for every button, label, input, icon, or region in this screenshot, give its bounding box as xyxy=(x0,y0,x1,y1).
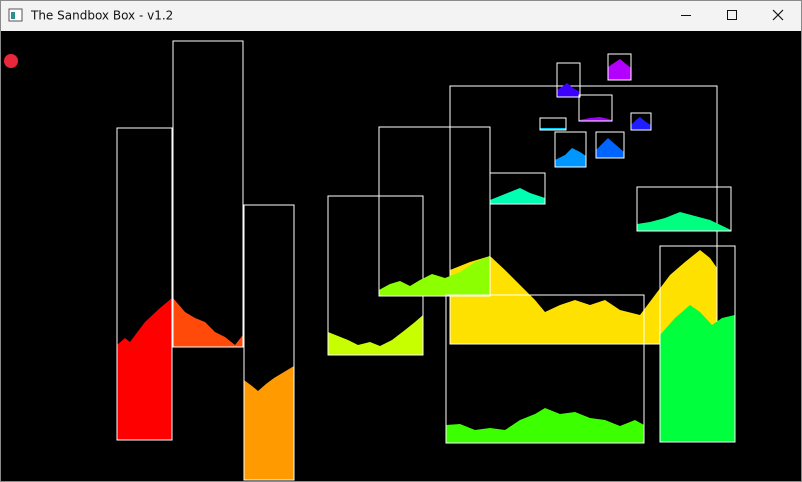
sandbox[interactable] xyxy=(449,85,718,345)
sandbox[interactable] xyxy=(578,94,613,122)
sandbox[interactable] xyxy=(556,62,581,98)
sand xyxy=(117,298,172,440)
sand xyxy=(579,117,612,121)
sandbox[interactable] xyxy=(445,294,645,444)
sand xyxy=(637,212,731,231)
maximize-button[interactable] xyxy=(727,10,737,20)
sandbox[interactable] xyxy=(116,127,173,441)
sandbox[interactable] xyxy=(659,245,736,443)
sand xyxy=(608,59,631,80)
sand xyxy=(446,408,644,443)
sand xyxy=(555,148,586,167)
sand xyxy=(490,188,545,204)
record-indicator[interactable] xyxy=(4,54,18,68)
close-button[interactable] xyxy=(772,9,784,21)
sand xyxy=(660,305,735,442)
sandbox[interactable] xyxy=(630,112,652,131)
title-bar xyxy=(0,0,802,31)
sandbox[interactable] xyxy=(327,195,424,356)
sand xyxy=(540,128,566,130)
sandbox[interactable] xyxy=(636,186,732,232)
sand xyxy=(173,298,243,347)
sand xyxy=(379,256,490,296)
sandbox[interactable] xyxy=(539,117,567,131)
sandbox[interactable] xyxy=(595,131,625,159)
sand xyxy=(596,138,624,158)
sandbox[interactable] xyxy=(607,53,632,81)
window-title: The Sandbox Box - v1.2 xyxy=(30,9,173,23)
sandbox[interactable] xyxy=(172,40,244,348)
app-icon xyxy=(8,8,23,22)
sandbox[interactable] xyxy=(243,204,295,481)
sandbox-boxes xyxy=(116,40,736,481)
sand xyxy=(631,117,651,130)
sandbox[interactable] xyxy=(554,131,587,168)
sand xyxy=(244,366,294,480)
sand xyxy=(450,250,717,344)
sand xyxy=(328,315,423,355)
sand xyxy=(557,83,580,97)
sandbox[interactable] xyxy=(489,172,546,205)
sandbox[interactable] xyxy=(378,126,491,297)
